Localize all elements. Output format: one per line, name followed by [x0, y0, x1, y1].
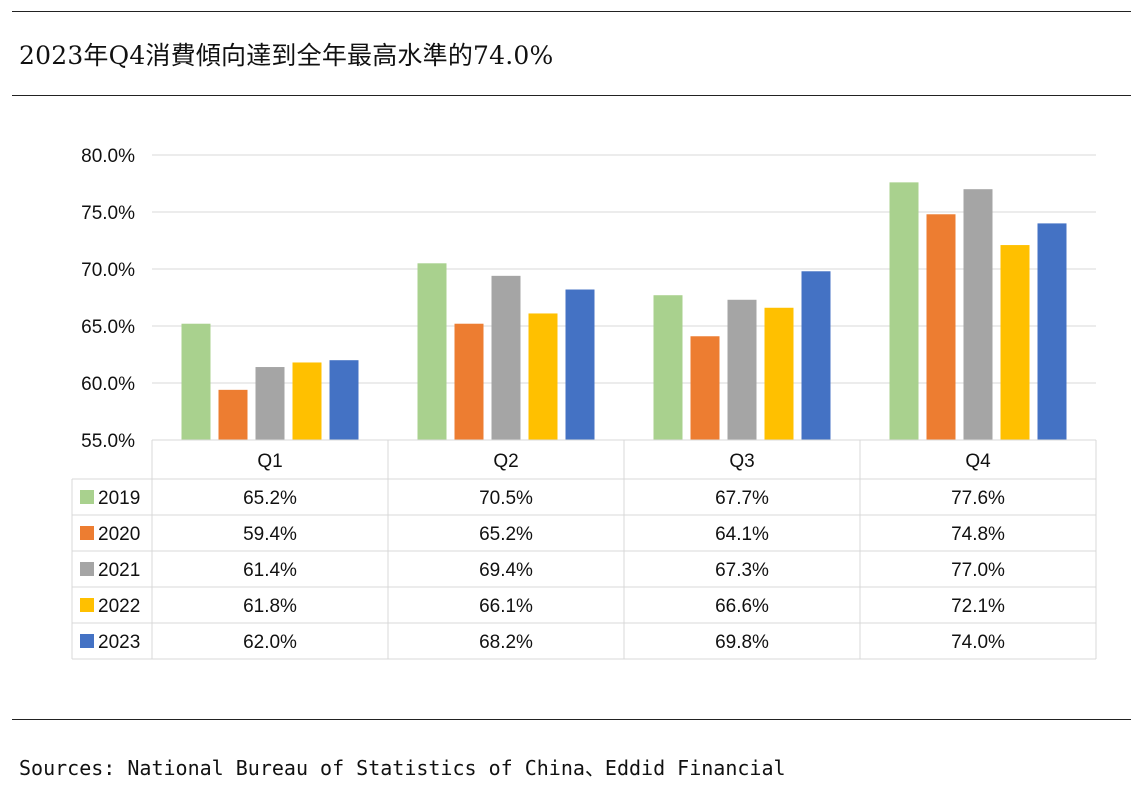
bar-2021-Q1	[255, 367, 285, 440]
data-label: 72.1%	[951, 596, 1005, 617]
page-title: 2023年Q4消費傾向達到全年最高水準的74.0%	[19, 41, 554, 70]
data-label: 62.0%	[243, 632, 297, 653]
y-tick-label: 55.0%	[81, 431, 135, 452]
data-label: 69.4%	[479, 560, 533, 581]
top-rule	[12, 11, 1131, 12]
legend-label: 2023	[98, 632, 140, 653]
bar-2022-Q2	[528, 313, 558, 440]
title-rule	[12, 95, 1131, 96]
y-tick-label: 80.0%	[81, 146, 135, 167]
data-label: 77.0%	[951, 560, 1005, 581]
legend-swatch-2023	[80, 634, 94, 648]
legend-swatch-2020	[80, 526, 94, 540]
data-label: 61.8%	[243, 596, 297, 617]
y-tick-label: 70.0%	[81, 260, 135, 281]
data-label: 65.2%	[243, 488, 297, 509]
bar-2023-Q3	[801, 271, 831, 440]
bar-2021-Q3	[727, 299, 757, 440]
bar-2019-Q4	[889, 182, 919, 441]
bar-2023-Q4	[1037, 223, 1067, 440]
bars	[181, 182, 1067, 441]
bar-2019-Q3	[653, 295, 683, 440]
bar-2023-Q1	[329, 360, 359, 440]
bar-2019-Q1	[181, 323, 211, 440]
legend-swatch-2021	[80, 562, 94, 576]
source-note: Sources: National Bureau of Statistics o…	[19, 756, 786, 780]
data-table: Q1 Q2 Q3 Q4 2019 65.2% 70.5% 67.7% 77.6% 2020 59.4…	[71, 439, 1097, 660]
legend-label: 2021	[98, 560, 140, 581]
bar-2020-Q4	[926, 214, 956, 440]
x-tick-label: Q4	[965, 451, 991, 472]
bar-2020-Q2	[454, 323, 484, 440]
bar-2023-Q2	[565, 289, 595, 440]
bar-2019-Q2	[417, 263, 447, 440]
data-label: 74.0%	[951, 632, 1005, 653]
bar-2022-Q3	[764, 307, 794, 440]
bar-2022-Q1	[292, 362, 322, 440]
data-label: 77.6%	[951, 488, 1005, 509]
legend-swatch-2019	[80, 490, 94, 504]
data-label: 70.5%	[479, 488, 533, 509]
data-label: 67.7%	[715, 488, 769, 509]
legend-label: 2020	[98, 524, 140, 545]
data-label: 66.6%	[715, 596, 769, 617]
bar-2020-Q1	[218, 389, 248, 440]
data-label: 74.8%	[951, 524, 1005, 545]
x-tick-label: Q2	[493, 451, 518, 472]
x-tick-label: Q3	[729, 451, 754, 472]
y-tick-label: 65.0%	[81, 317, 135, 338]
data-label: 69.8%	[715, 632, 769, 653]
legend-swatch-2022	[80, 598, 94, 612]
legend-label: 2019	[98, 488, 140, 509]
data-label: 66.1%	[479, 596, 533, 617]
bar-2020-Q3	[690, 336, 720, 440]
y-tick-label: 75.0%	[81, 203, 135, 224]
y-axis: 80.0% 75.0% 70.0% 65.0% 60.0% 55.0%	[81, 146, 135, 452]
data-label: 64.1%	[715, 524, 769, 545]
data-label: 59.4%	[243, 524, 297, 545]
bar-2021-Q4	[963, 189, 993, 440]
legend-label: 2022	[98, 596, 140, 617]
x-tick-label: Q1	[257, 451, 282, 472]
y-tick-label: 60.0%	[81, 374, 135, 395]
bar-chart: 80.0% 75.0% 70.0% 65.0% 60.0% 55.0% Q1 Q2 Q3 Q4 2…	[71, 146, 1097, 660]
bar-2022-Q4	[1000, 245, 1030, 440]
bar-2021-Q2	[491, 275, 521, 440]
data-label: 68.2%	[479, 632, 533, 653]
bottom-rule	[12, 719, 1131, 720]
data-label: 61.4%	[243, 560, 297, 581]
data-label: 65.2%	[479, 524, 533, 545]
data-label: 67.3%	[715, 560, 769, 581]
